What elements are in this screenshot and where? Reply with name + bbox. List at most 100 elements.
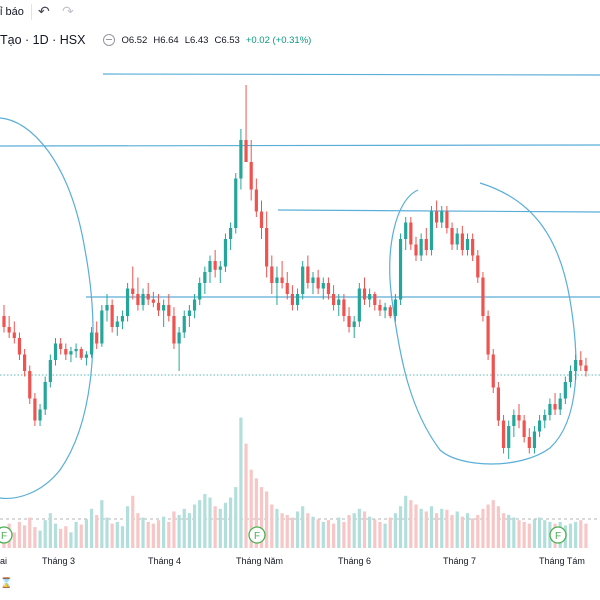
candle <box>522 415 526 443</box>
candle <box>383 302 387 319</box>
candle <box>12 321 16 344</box>
dividend-marker-1[interactable]: F <box>0 526 13 544</box>
volume-bar <box>398 506 403 548</box>
candle <box>316 269 320 294</box>
candle <box>17 332 22 360</box>
candle <box>23 349 27 377</box>
volume-bar <box>347 514 351 548</box>
volume-bar <box>316 519 320 548</box>
candle <box>218 261 222 283</box>
candle <box>527 428 531 454</box>
candle <box>574 354 578 380</box>
candle <box>584 357 588 377</box>
candle <box>120 310 125 330</box>
volume-bar <box>280 513 284 548</box>
volume-bar <box>460 516 464 548</box>
volume-bar <box>131 495 135 548</box>
volume-bar <box>136 513 140 548</box>
resistance-line-top[interactable] <box>102 73 600 76</box>
volume-bar <box>84 519 88 548</box>
x-axis-label: Tháng Năm <box>236 556 284 566</box>
volume-bar <box>368 516 372 548</box>
candle <box>28 365 32 404</box>
volume-bar <box>218 508 222 548</box>
candle <box>558 393 562 415</box>
volume-bar <box>192 504 197 548</box>
open-value: O6.52 <box>121 34 148 46</box>
candle <box>270 255 274 294</box>
volume-bar <box>203 494 207 548</box>
candle <box>342 294 346 322</box>
candle <box>223 233 228 272</box>
alert-button[interactable]: ỉ báo <box>0 6 24 18</box>
candle <box>435 200 439 228</box>
candle <box>311 272 315 294</box>
volume-bar <box>89 508 94 548</box>
svg-text:F: F <box>555 531 561 542</box>
volume-bar <box>33 527 37 548</box>
candle <box>213 250 217 278</box>
volume-bar <box>172 511 176 548</box>
timeframe-icon[interactable]: ⌛ <box>0 578 13 589</box>
x-axis-label: Tháng 6 <box>338 556 372 566</box>
candle <box>347 307 351 333</box>
volume-bar <box>512 517 516 548</box>
candle <box>162 299 166 327</box>
volume-bar <box>455 511 459 548</box>
candle <box>563 376 567 404</box>
symbol-title[interactable]: Tạo · 1D · HSX <box>0 33 86 47</box>
volume-bar <box>306 513 310 548</box>
volume-bar <box>496 506 500 548</box>
dividend-marker-2[interactable]: F <box>248 526 266 544</box>
drawing-layer[interactable] <box>0 73 600 520</box>
volume-bar <box>249 469 253 548</box>
top-toolbar: ỉ báo ↶ ↷ <box>0 0 600 26</box>
volume-bar <box>167 521 171 548</box>
candle <box>455 228 459 250</box>
volume-bar <box>38 530 42 548</box>
undo-icon[interactable]: ↶ <box>38 3 50 19</box>
candle <box>306 255 310 289</box>
volume-bar <box>12 532 16 548</box>
candle <box>362 277 367 305</box>
dividend-marker-3[interactable]: F <box>549 526 567 544</box>
candle <box>64 343 68 360</box>
candle <box>496 382 500 426</box>
candle <box>481 272 485 322</box>
candle <box>404 217 408 250</box>
collapse-icon[interactable] <box>103 34 116 46</box>
volume-bar <box>146 521 150 548</box>
candle <box>259 200 264 239</box>
candle <box>192 294 197 319</box>
candle <box>208 255 212 283</box>
volume-bar <box>450 514 454 548</box>
toolbar-divider <box>31 4 32 20</box>
candle <box>151 291 155 308</box>
candle <box>7 316 11 338</box>
candle <box>249 140 253 201</box>
volume-bar <box>259 487 264 548</box>
candle <box>429 206 434 256</box>
volume-bar <box>311 516 315 548</box>
volume-bar <box>223 502 228 548</box>
volume-bar <box>440 508 444 548</box>
x-axis-label: Tháng 3 <box>42 556 76 566</box>
candle <box>136 277 140 311</box>
candle <box>126 283 130 322</box>
volume-bar <box>373 519 377 548</box>
freehand-ellipse-left[interactable] <box>0 117 94 499</box>
freehand-ellipse-right[interactable] <box>389 182 577 465</box>
candle <box>115 316 119 336</box>
redo-icon[interactable]: ↷ <box>62 3 74 19</box>
candle <box>579 351 583 371</box>
candle <box>53 338 58 366</box>
volume-bar <box>388 517 392 548</box>
resistance-line-2[interactable] <box>0 144 600 147</box>
candle <box>229 222 233 250</box>
resistance-line-3[interactable] <box>277 209 600 213</box>
candle <box>321 277 325 300</box>
candle <box>393 294 397 322</box>
candle <box>332 285 336 311</box>
volume-bar <box>254 478 258 548</box>
